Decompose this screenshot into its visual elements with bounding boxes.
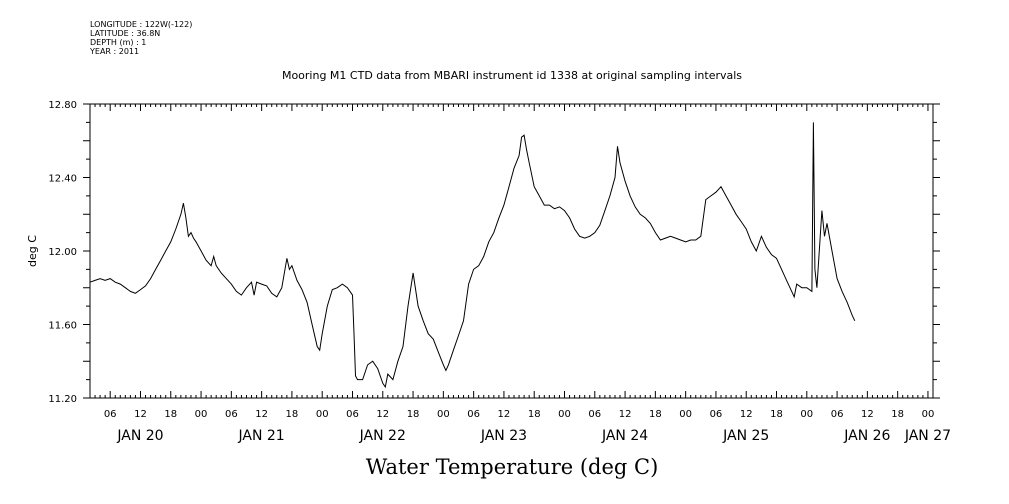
longitude-label: LONGITUDE : 122W(-122) [90, 20, 193, 29]
plot-frame [89, 103, 934, 399]
y-tick-labels: 11.20 11.60 12.00 12.40 12.80 [48, 100, 77, 405]
x-tick-label: 12 [376, 409, 389, 420]
x-tick-label: 18 [528, 409, 541, 420]
day-label: JAN 27 [904, 428, 951, 444]
x-tick-label: 00 [558, 409, 571, 420]
axis-ticks [83, 103, 940, 399]
day-label: JAN 26 [843, 428, 890, 444]
y-tick-label: 12.00 [48, 247, 77, 258]
x-tick-label: 18 [649, 409, 662, 420]
x-tick-label: 12 [619, 409, 632, 420]
x-tick-label: 18 [286, 409, 299, 420]
x-tick-label: 06 [225, 409, 238, 420]
x-tick-label: 18 [770, 409, 783, 420]
depth-label: DEPTH (m) : 1 [90, 38, 147, 47]
x-tick-label: 18 [891, 409, 904, 420]
day-label: JAN 20 [116, 428, 163, 444]
x-tick-label: 06 [346, 409, 359, 420]
x-tick-label: 00 [316, 409, 329, 420]
day-label: JAN 21 [238, 428, 285, 444]
temperature-series-line [89, 122, 856, 389]
day-label: JAN 22 [359, 428, 406, 444]
day-label: JAN 25 [722, 428, 769, 444]
y-tick-label: 12.80 [48, 100, 77, 111]
x-tick-label: 06 [710, 409, 723, 420]
y-tick-label: 12.40 [48, 174, 77, 185]
day-labels: JAN 20 JAN 21 JAN 22 JAN 23 JAN 24 JAN 25 JAN … [116, 428, 951, 444]
year-label: YEAR : 2011 [90, 47, 140, 56]
x-tick-label: 00 [195, 409, 208, 420]
x-tick-labels: 06 12 18 00 06 12 18 00 06 12 18 00 06 12 18 00 06 12 18 00… [104, 409, 934, 420]
x-tick-label: 00 [437, 409, 450, 420]
chart-title: Mooring M1 CTD data from MBARI instrumen… [282, 69, 742, 82]
x-tick-label: 12 [498, 409, 511, 420]
y-tick-label: 11.20 [48, 394, 77, 405]
y-tick-label: 11.60 [48, 321, 77, 332]
x-tick-label: 06 [104, 409, 117, 420]
x-axis-label: Water Temperature (deg C) [366, 455, 659, 479]
x-tick-label: 18 [164, 409, 177, 420]
x-tick-label: 00 [800, 409, 813, 420]
x-tick-label: 00 [922, 409, 935, 420]
latitude-label: LATITUDE : 36.8N [90, 29, 161, 38]
x-tick-label: 12 [255, 409, 268, 420]
x-tick-label: 12 [861, 409, 874, 420]
x-tick-label: 12 [134, 409, 147, 420]
day-label: JAN 23 [480, 428, 527, 444]
y-axis-label: deg C [26, 235, 39, 267]
x-tick-label: 18 [407, 409, 420, 420]
x-tick-label: 12 [740, 409, 753, 420]
x-tick-label: 00 [679, 409, 692, 420]
x-tick-label: 06 [588, 409, 601, 420]
metadata-block: LONGITUDE : 122W(-122) LATITUDE : 36.8N … [90, 20, 192, 56]
day-label: JAN 24 [601, 428, 648, 444]
x-tick-label: 06 [831, 409, 844, 420]
x-tick-label: 06 [467, 409, 480, 420]
